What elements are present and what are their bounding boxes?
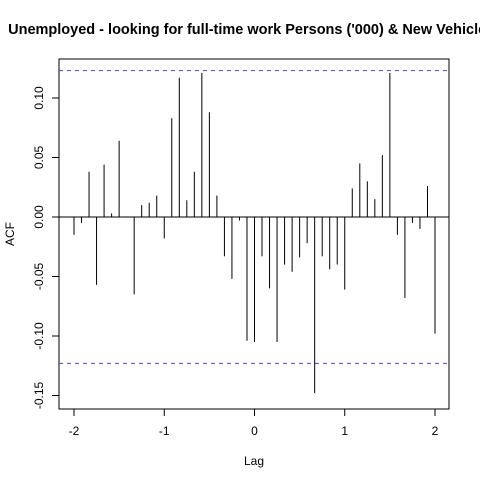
x-tick-label: 1 — [341, 424, 348, 438]
x-tick-label: 2 — [432, 424, 439, 438]
y-tick-label: -0.15 — [32, 382, 46, 410]
y-tick-label: -0.05 — [32, 263, 46, 291]
y-tick-label: 0.05 — [32, 145, 46, 169]
y-axis: -0.15 -0.10 -0.05 0.00 0.05 0.10 — [32, 86, 59, 409]
x-axis-label: Lag — [244, 454, 264, 468]
chart-title: Unemployed - looking for full-time work … — [8, 22, 480, 38]
x-axis: -2 -1 0 1 2 — [69, 409, 439, 438]
y-axis-label: ACF — [3, 222, 17, 246]
plot-frame — [58, 58, 450, 410]
y-tick-label: -0.10 — [32, 322, 46, 350]
x-tick-label: 0 — [251, 424, 258, 438]
y-tick-label: 0.00 — [32, 205, 46, 229]
y-tick-label: 0.10 — [32, 86, 46, 110]
acf-bars — [73, 73, 436, 394]
x-tick-label: -2 — [69, 424, 80, 438]
x-tick-label: -1 — [159, 424, 170, 438]
